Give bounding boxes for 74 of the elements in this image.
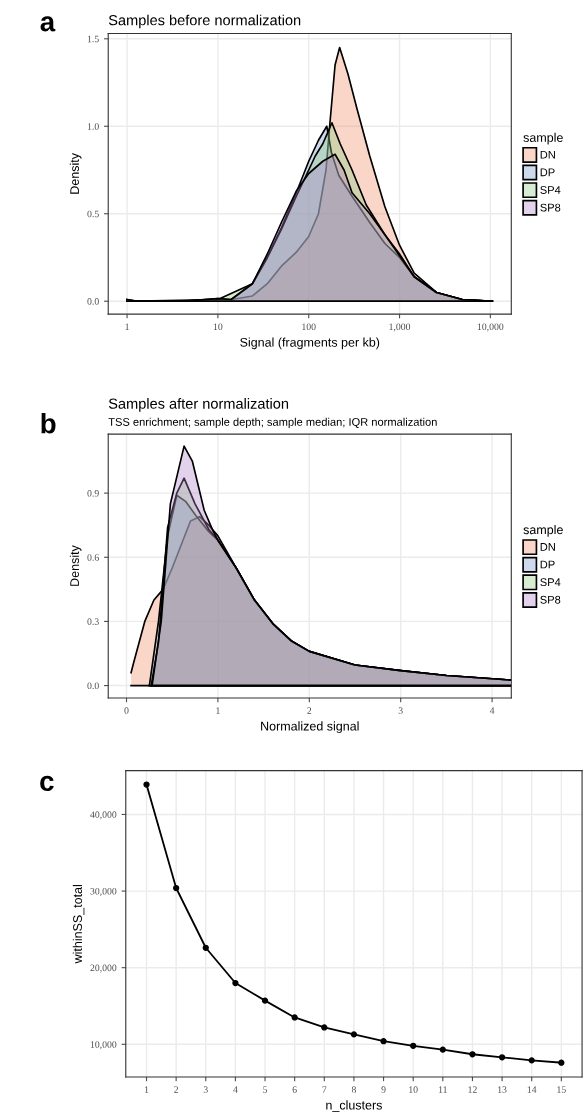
y-tick-label: 30,000 (90, 887, 117, 896)
x-tick-label: 1,000 (389, 323, 411, 332)
x-tick-label: 3 (398, 707, 403, 714)
y-tick-label: 40,000 (90, 811, 117, 820)
x-axis-title: n_clusters (326, 1100, 382, 1112)
y-tick-label: 0.0 (87, 298, 99, 305)
point (528, 1057, 535, 1064)
y-tick-label: 1.5 (87, 35, 99, 43)
x-tick-label: 2 (307, 707, 312, 714)
point (498, 1054, 506, 1061)
point (291, 1014, 298, 1021)
point (173, 884, 180, 892)
x-tick-label: 13 (498, 1086, 507, 1093)
x-tick-label: 10 (213, 323, 223, 331)
legend-label: SP8 (540, 203, 561, 212)
text: c (40, 775, 54, 792)
x-tick-label: 11 (438, 1086, 447, 1093)
x-tick-label: 4 (233, 1086, 238, 1093)
x-tick-label: 1 (144, 1086, 149, 1093)
x-tick-label: 10 (409, 1086, 418, 1093)
text: b (41, 413, 56, 434)
point (202, 944, 209, 951)
y-tick-label: 0.6 (87, 554, 99, 561)
point (410, 1042, 417, 1049)
legend-title: sample (523, 132, 563, 145)
x-tick-label: 8 (351, 1086, 356, 1093)
point (321, 1024, 328, 1031)
y-tick-label: 0.0 (87, 682, 99, 690)
legend-label: SP4 (540, 578, 561, 587)
x-tick-label: 14 (527, 1086, 537, 1093)
point (232, 979, 239, 987)
legend-label: DN (540, 543, 555, 551)
x-tick-label: 10,000 (477, 323, 504, 332)
point (439, 1046, 446, 1053)
chart-title: Samples before normalization (108, 14, 301, 29)
x-tick-label: 0 (124, 707, 129, 714)
y-tick-label: 20,000 (90, 964, 117, 973)
x-tick-label: 100 (302, 323, 316, 331)
y-tick-label: 0.3 (87, 618, 99, 625)
x-tick-label: 3 (203, 1086, 208, 1093)
y-tick-label: 10,000 (90, 1041, 117, 1050)
x-tick-label: 9 (381, 1086, 386, 1093)
x-tick-label: 6 (292, 1086, 297, 1093)
y-axis-title: Density (69, 545, 82, 586)
x-axis-title: Normalized signal (261, 721, 359, 734)
x-tick-label: 1 (125, 323, 129, 330)
y-tick-label: 0.9 (87, 490, 99, 497)
x-tick-label: 1 (216, 707, 220, 714)
legend-label: DN (540, 150, 555, 159)
y-axis-title: withinSS_total (72, 885, 85, 964)
point (380, 1038, 387, 1045)
point (469, 1051, 476, 1058)
legend-label: SP8 (540, 595, 561, 604)
x-tick-label: 5 (263, 1086, 268, 1093)
legend-label: SP4 (540, 186, 561, 194)
text: a (40, 16, 56, 32)
chart-subtitle: TSS enrichment; sample depth; sample median; IQR normalization (108, 417, 437, 429)
point (350, 1031, 358, 1038)
point (558, 1059, 565, 1066)
x-tick-label: 2 (174, 1086, 179, 1093)
x-axis-title: Signal (fragments per kb) (240, 337, 380, 350)
legend-label: DP (540, 168, 555, 177)
point (143, 781, 150, 788)
legend-label: DP (540, 560, 555, 569)
x-tick-label: 4 (489, 707, 495, 714)
y-axis-title: Density (69, 153, 82, 194)
x-tick-label: 12 (468, 1086, 477, 1093)
point (261, 997, 269, 1004)
x-tick-label: 7 (322, 1086, 327, 1093)
y-tick-label: 1.0 (87, 123, 99, 130)
chart-title: Samples after normalization (108, 398, 289, 412)
x-tick-label: 15 (557, 1086, 566, 1093)
y-tick-label: 0.5 (87, 210, 99, 218)
legend-title: sample (523, 524, 563, 537)
